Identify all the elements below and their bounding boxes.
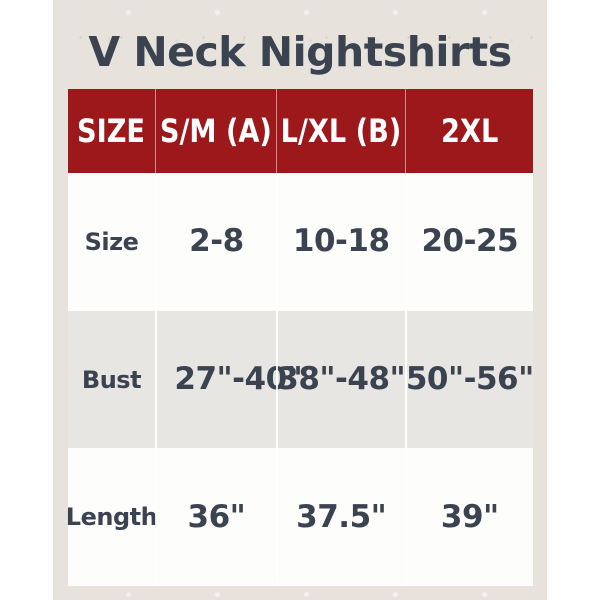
header-cell-size: SIZE	[68, 89, 155, 173]
table-row-size: Size 2-8 10-18 20-25	[68, 173, 533, 311]
row-label-size: Size	[84, 227, 139, 256]
page-title: V Neck Nightshirts	[88, 28, 512, 76]
size-sm-value: 2-8	[154, 173, 276, 311]
length-lxl-value: 37.5"	[275, 448, 405, 587]
header-label: S/M (A)	[159, 112, 272, 150]
table-header-row: SIZE S/M (A) L/XL (B) 2XL	[68, 89, 533, 173]
paper-background: V Neck Nightshirts SIZE S/M (A) L/XL (B)…	[53, 0, 547, 600]
header-cell-sm: S/M (A)	[154, 89, 276, 173]
length-sm-value: 36"	[154, 448, 276, 587]
header-label: L/XL (B)	[280, 112, 402, 150]
header-cell-2xl: 2XL	[404, 89, 533, 173]
row-label-bust: Bust	[81, 365, 142, 394]
bust-2xl-value: 50"-56"	[404, 310, 534, 449]
table-row-bust: Bust 27"-40" 38"-48" 50"-56"	[68, 310, 534, 449]
bust-lxl-value: 38"-48"	[275, 310, 406, 449]
length-2xl-value: 39"	[404, 448, 533, 587]
row-label-length: Length	[65, 503, 158, 532]
size-chart-table: SIZE S/M (A) L/XL (B) 2XL Size 2-8 10-18…	[65, 89, 534, 587]
header-label: SIZE	[77, 112, 146, 150]
header-cell-lxl: L/XL (B)	[275, 89, 405, 173]
bust-sm-value: 27"-40"	[154, 310, 303, 449]
header-label: 2XL	[440, 112, 498, 150]
size-lxl-value: 10-18	[275, 173, 405, 311]
table-row-length: Length 36" 37.5" 39"	[65, 448, 533, 587]
bust-sm-text: 27"-40"	[174, 361, 303, 398]
size-2xl-value: 20-25	[404, 173, 533, 311]
